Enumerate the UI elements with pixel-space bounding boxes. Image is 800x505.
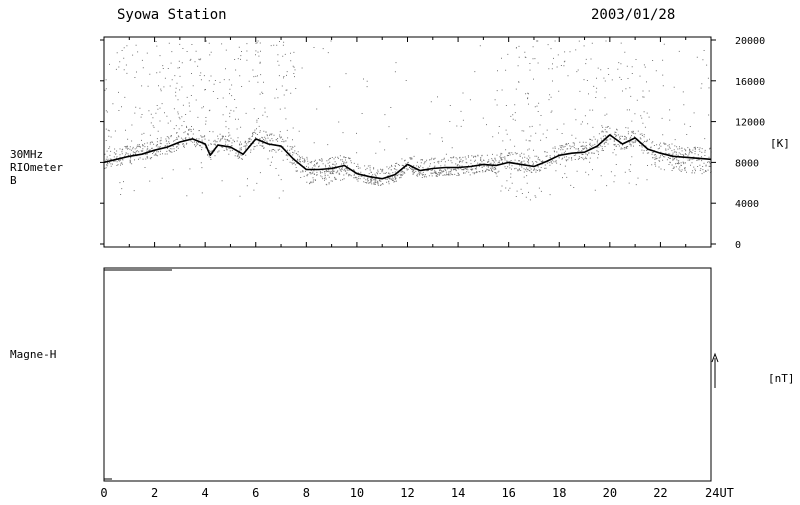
riometer-noise-scatter <box>104 40 712 201</box>
date-label: 2003/01/28 <box>591 7 675 23</box>
y-tick-label: 20000 <box>735 36 765 47</box>
x-axis-labels: 0 2 4 6 8 10 12 14 16 18 20 22 24UT <box>100 486 734 500</box>
riometer-series-line <box>103 134 712 180</box>
riometer-label-line-3: B <box>10 174 17 187</box>
x-tick-label: 14 <box>451 486 465 500</box>
x-tick-label: 8 <box>303 486 310 500</box>
y-tick-label: 16000 <box>735 77 765 88</box>
riometer-y-axis: 0 4000 8000 12000 16000 20000 <box>100 36 765 251</box>
magne-plot-frame <box>103 267 712 482</box>
x-tick-label: 2 <box>151 486 158 500</box>
y-tick-label: 12000 <box>735 118 765 129</box>
riometer-unit: [K] <box>770 137 790 150</box>
x-tick-label: 18 <box>552 486 566 500</box>
riometer-label-line-2: RIOmeter <box>10 161 63 174</box>
x-tick-label: 24UT <box>705 486 734 500</box>
x-tick-label: 10 <box>350 486 364 500</box>
y-tick-label: 4000 <box>735 199 759 210</box>
riometer-axis-ticks <box>103 37 712 247</box>
magne-label: Magne-H <box>10 348 56 361</box>
y-tick-label: 0 <box>735 240 741 251</box>
magne-scale-arrow <box>711 352 719 388</box>
x-tick-label: 6 <box>252 486 259 500</box>
x-tick-label: 22 <box>653 486 667 500</box>
x-tick-label: 12 <box>400 486 414 500</box>
x-tick-label: 0 <box>100 486 107 500</box>
magne-unit: [nT] <box>768 372 795 385</box>
x-tick-label: 20 <box>603 486 617 500</box>
riometer-label-line-1: 30MHz <box>10 148 43 161</box>
y-tick-label: 8000 <box>735 158 759 169</box>
noise-points <box>104 40 712 201</box>
x-tick-label: 4 <box>202 486 209 500</box>
x-tick-label: 16 <box>501 486 515 500</box>
station-title: Syowa Station <box>117 7 227 23</box>
